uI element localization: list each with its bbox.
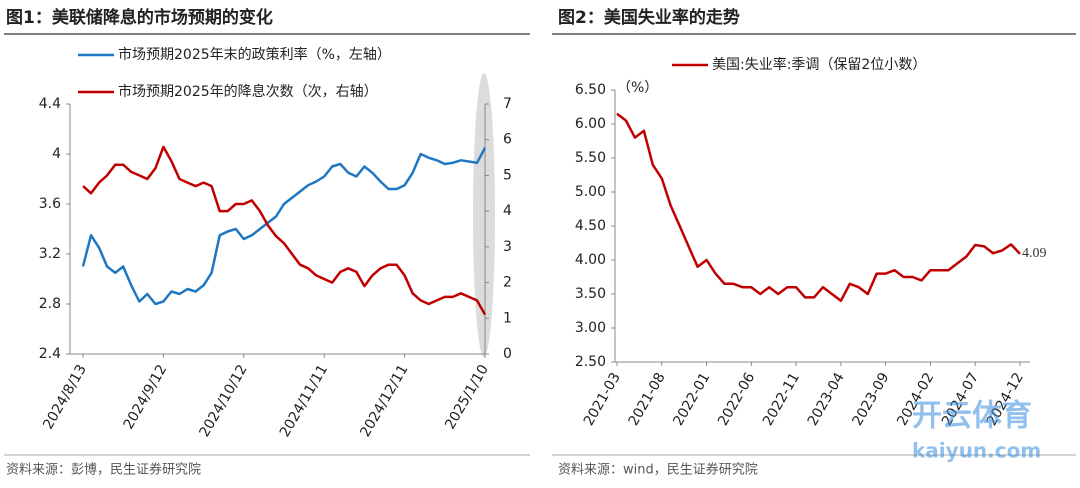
x-tick-label: 2021-08 [626,370,669,429]
y-tick-label: 4.00 [575,252,606,268]
x-tick-label: 2024/9/12 [121,362,171,432]
x-tick-label: 2023-09 [849,370,892,429]
y-tick-label: 2.50 [575,354,606,370]
x-tick-label: 2024/12/11 [357,362,411,440]
series-line [616,112,1021,303]
y-axis-label: （%） [617,80,658,96]
y-tick-label: 2.8 [39,296,61,312]
source: 资料来源：彭博，民生证券研究院 [6,462,201,478]
y-tick-label: 6.00 [575,116,606,132]
x-tick-label: 2024/10/12 [197,362,251,440]
x-tick-label: 2022-11 [760,370,803,429]
chart-title: 图1：美联储降息的市场预期的变化 [6,7,273,28]
x-tick-label: 2025/1/10 [442,362,492,432]
y-tick-label: 5.50 [575,150,606,166]
chart-title: 图2：美国失业率的走势 [558,7,740,28]
y-tick-label: 6.50 [575,82,606,98]
y-tick-label: 3.2 [39,246,61,262]
series-line [81,147,487,306]
highlight [473,73,495,357]
x-tick-label: 2023-04 [805,370,848,429]
x-tick-label: 2024/11/11 [277,362,331,440]
y2-tick-label: 7 [503,96,512,112]
y2-tick-label: 1 [503,310,512,326]
y-tick-label: 2.4 [39,346,61,362]
y2-tick-label: 6 [503,132,512,148]
legend-label: 市场预期2025年末的政策利率（%，左轴） [118,46,391,63]
x-tick-label: 2022-01 [670,370,713,429]
y-tick-label: 4.50 [575,218,606,234]
y-tick-label: 3.00 [575,320,606,336]
y-tick-label: 3.6 [39,196,61,212]
y2-tick-label: 3 [503,239,512,255]
legend-label: 美国:失业率:季调（保留2位小数） [712,56,926,73]
x-tick-label: 2024/8/13 [40,362,90,432]
y-tick-label: 3.50 [575,286,606,302]
source: 资料来源：wind，民生证券研究院 [558,462,758,478]
y2-tick-label: 5 [503,167,512,183]
y2-tick-label: 2 [503,275,512,291]
y-tick-label: 5.00 [575,184,606,200]
x-tick-label: 2022-06 [715,370,758,429]
watermark-brand: 开云体育 [912,399,1032,434]
data-label: 4.09 [1022,246,1047,261]
series-line [82,145,487,316]
x-tick-label: 2021-03 [581,370,624,429]
y2-tick-label: 4 [503,203,512,219]
y2-tick-label: 0 [503,346,512,362]
watermark-url: kaiyun.com [912,439,1041,463]
y-tick-label: 4.4 [39,96,61,112]
y-tick-label: 4 [52,146,61,162]
legend-label: 市场预期2025年的降息次数（次，右轴） [118,83,378,100]
